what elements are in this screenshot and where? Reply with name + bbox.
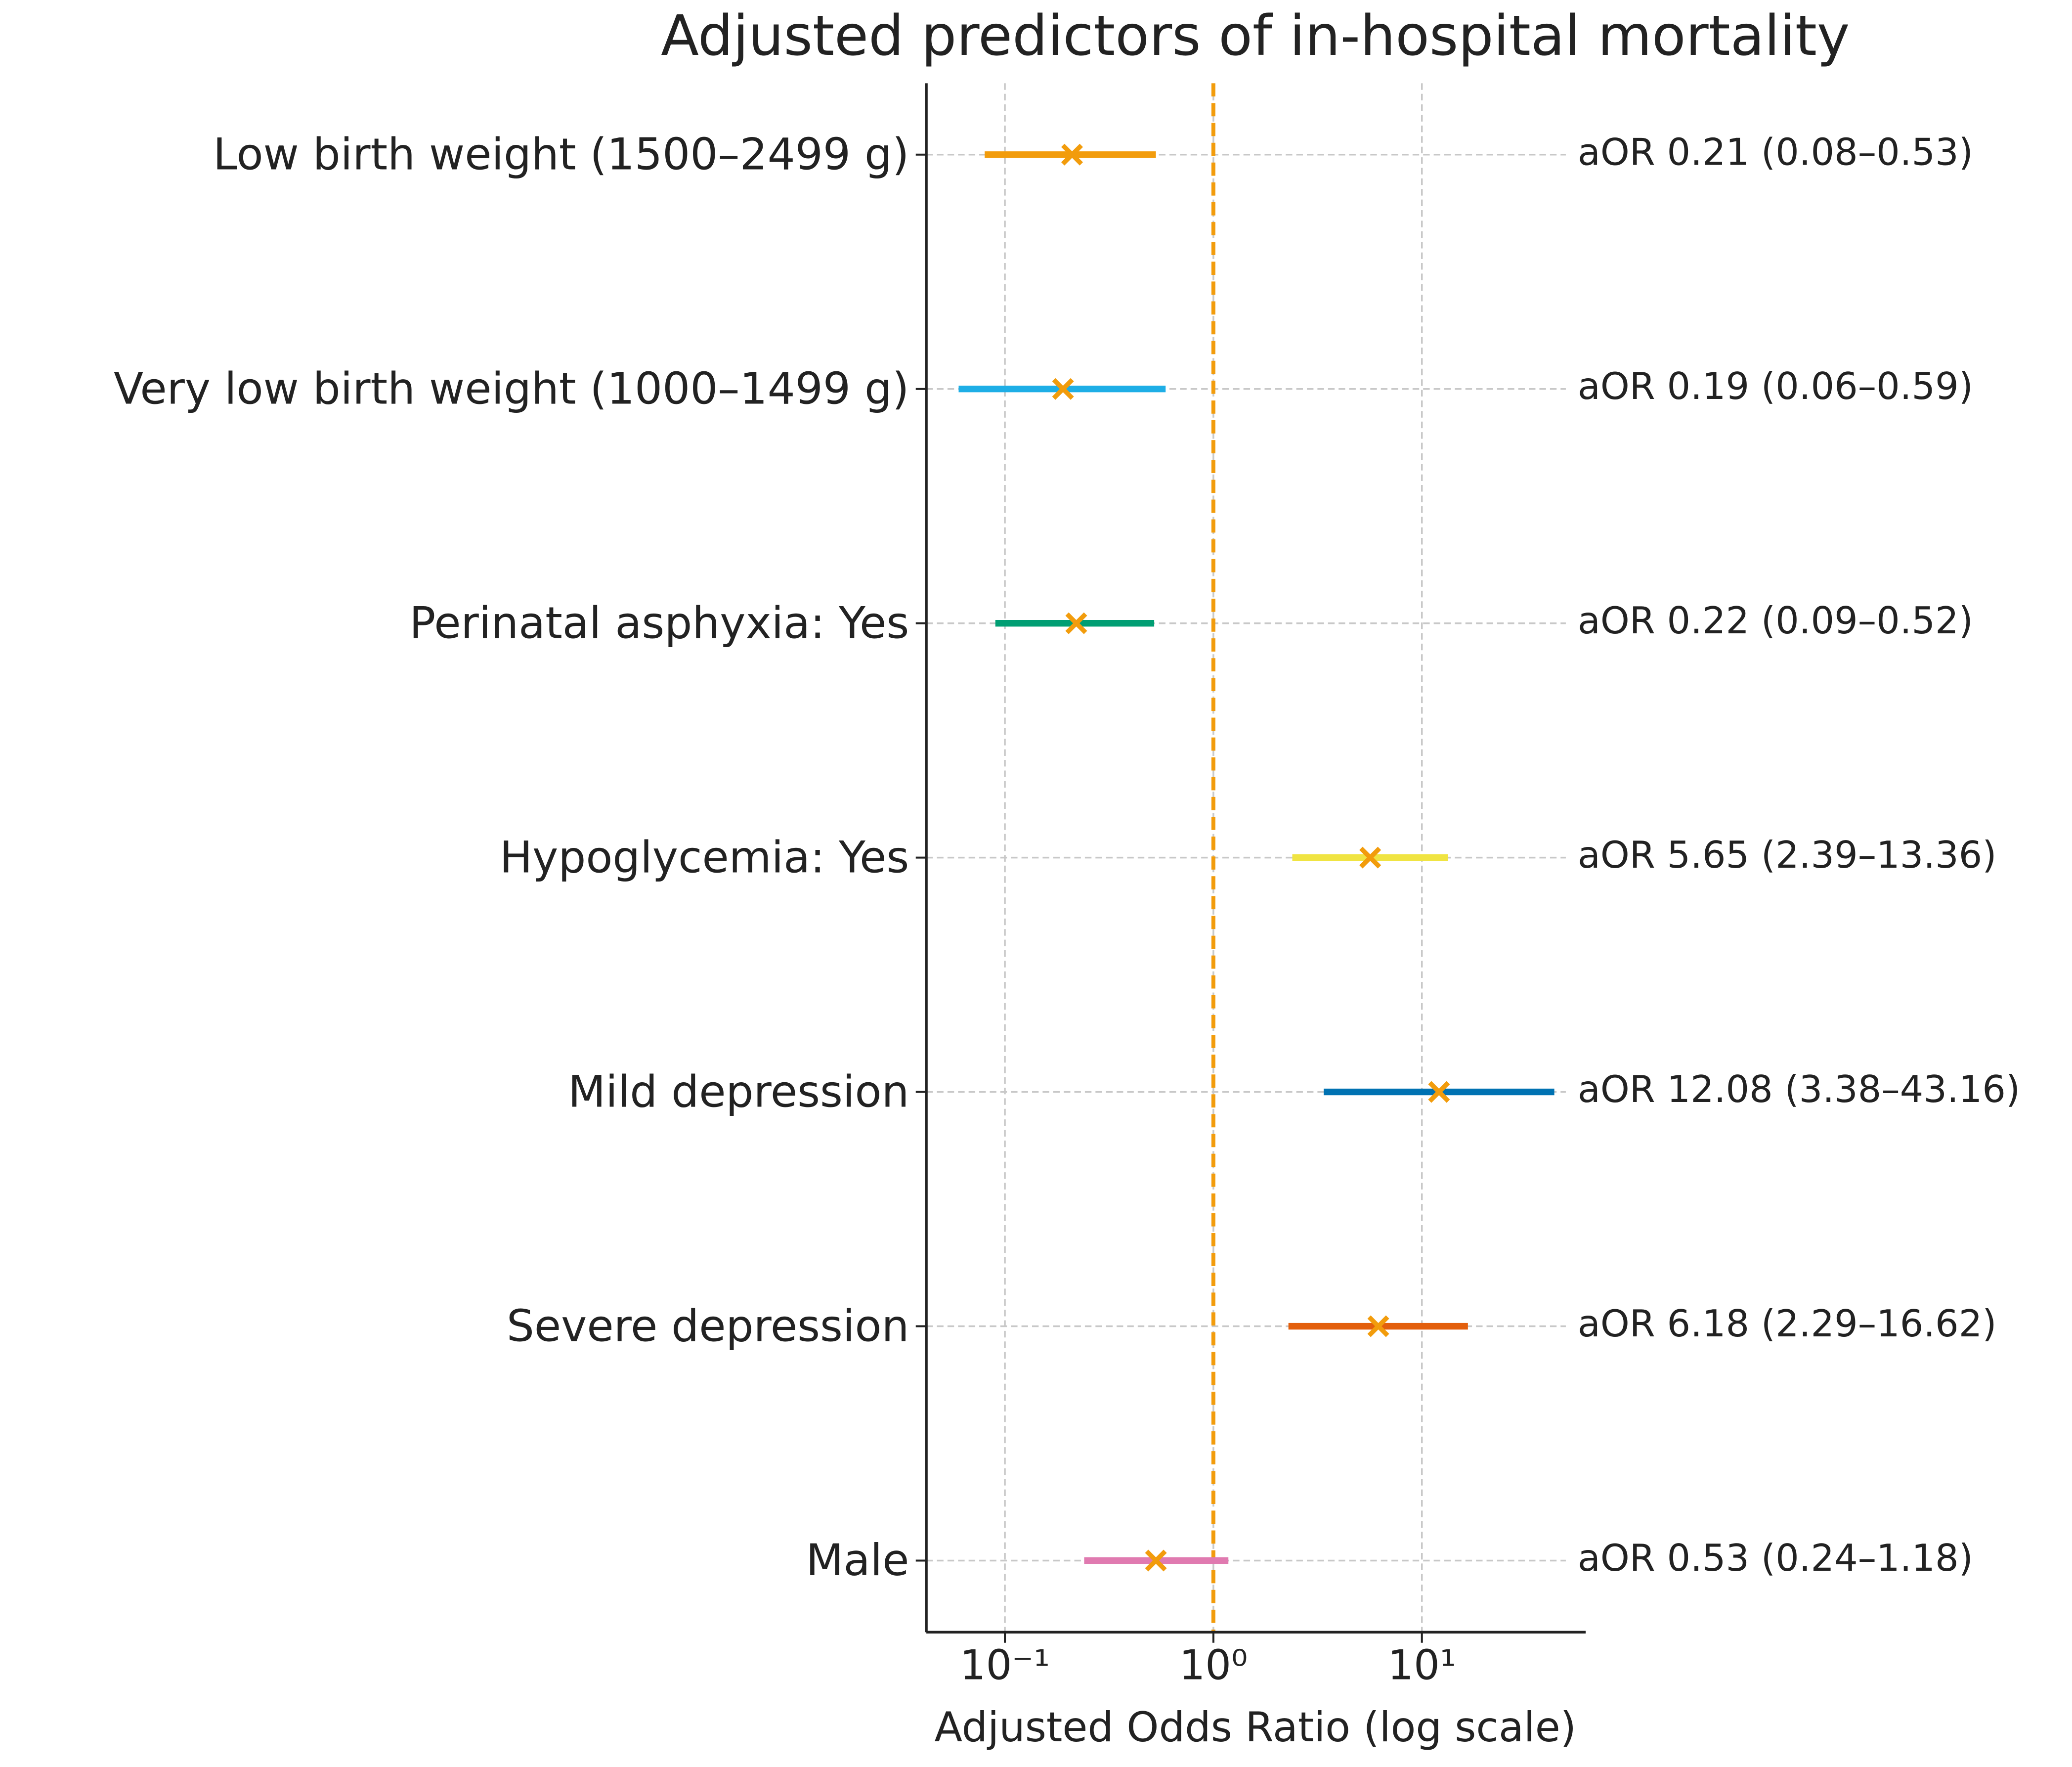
value-label: aOR 0.21 (0.08–0.53) [1578, 131, 1973, 174]
point-marker [1359, 846, 1381, 869]
value-label: aOR 0.53 (0.24–1.18) [1578, 1537, 1973, 1580]
point-marker [1145, 1549, 1167, 1572]
value-label: aOR 12.08 (3.38–43.16) [1578, 1068, 2020, 1111]
category-label: Low birth weight (1500–2499 g) [213, 129, 909, 180]
x-tick-label: 10¹ [1387, 1641, 1456, 1689]
point-marker [1061, 143, 1083, 166]
value-label: aOR 6.18 (2.29–16.62) [1578, 1302, 1997, 1345]
point-marker [1367, 1315, 1389, 1337]
chart-title: Adjusted predictors of in-hospital morta… [661, 4, 1850, 68]
category-label: Very low birth weight (1000–1499 g) [114, 363, 909, 414]
value-label: aOR 0.22 (0.09–0.52) [1578, 599, 1973, 642]
category-label: Perinatal asphyxia: Yes [409, 597, 909, 648]
x-tick-label: 10⁻¹ [960, 1641, 1050, 1689]
category-label: Male [806, 1535, 909, 1586]
x-tick-label: 10⁰ [1179, 1641, 1248, 1689]
point-marker [1428, 1081, 1450, 1103]
point-marker [1065, 612, 1087, 634]
value-label: aOR 0.19 (0.06–0.59) [1578, 365, 1973, 408]
value-label: aOR 5.65 (2.39–13.36) [1578, 834, 1997, 877]
point-marker [1052, 378, 1074, 400]
category-label: Mild depression [568, 1066, 909, 1117]
x-axis-label: Adjusted Odds Ratio (log scale) [934, 1703, 1576, 1751]
category-label: Severe depression [507, 1300, 909, 1351]
category-label: Hypoglycemia: Yes [500, 832, 909, 883]
